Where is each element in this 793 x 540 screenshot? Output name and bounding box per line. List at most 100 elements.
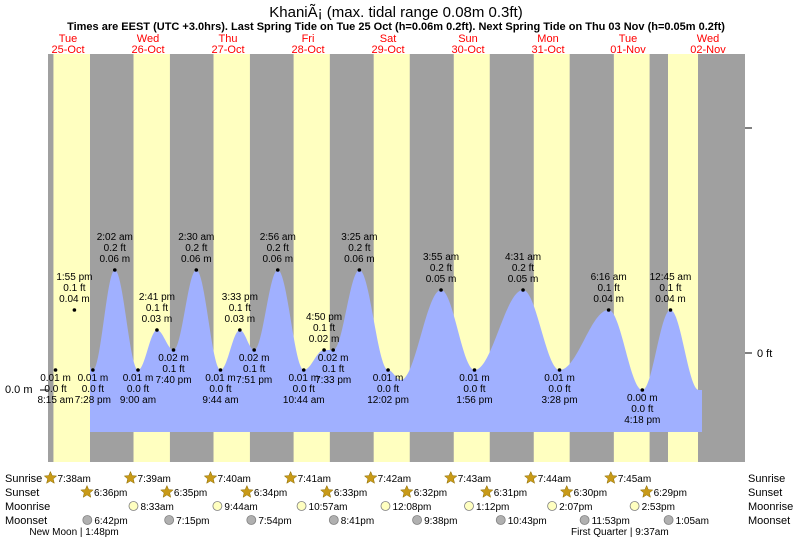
tide-label-0-2: 8:15 am (37, 395, 73, 406)
moonrise-row-label-left: Moonrise (5, 501, 50, 513)
moonrise-icon-2 (296, 501, 307, 511)
moonset-time-6: 11:53pm (592, 516, 630, 527)
moonset-row-label-left: Moonset (5, 515, 47, 527)
moonset-time-0: 6:42pm (94, 516, 127, 527)
moonset-icon-6 (579, 515, 590, 525)
moonrise-time-1: 9:44am (224, 502, 257, 513)
tide-label-7-2: 0.06 m (181, 254, 212, 265)
daylight-band-0 (53, 54, 90, 462)
sunset-time-4: 6:32pm (414, 488, 447, 499)
tide-label-23-2: 0.04 m (655, 294, 686, 305)
tide-label-20-2: 3:28 pm (541, 395, 577, 406)
tide-label-10-2: 7:51 pm (236, 375, 272, 386)
sunset-icon-0 (80, 484, 94, 498)
tide-point-21 (606, 308, 611, 312)
tide-point-5 (155, 328, 159, 332)
sunset-time-7: 6:29pm (654, 488, 687, 499)
tide-label-21-2: 0.04 m (593, 294, 624, 305)
moonrise-time-0: 8:33am (140, 502, 173, 513)
sunset-icon-7 (639, 484, 654, 498)
tide-point-12 (301, 368, 306, 372)
tide-label-9-2: 0.03 m (225, 314, 256, 325)
right-axis-label: 0 ft (757, 348, 772, 360)
tide-point-8 (218, 368, 223, 372)
tide-label-2-2: 7:28 pm (75, 395, 111, 406)
tide-label-19-0: 4:31 am (505, 252, 541, 263)
sunrise-time-0: 7:38am (57, 474, 90, 485)
tide-point-3 (113, 268, 117, 272)
tide-label-1-0: 1:55 pm (56, 272, 92, 283)
day-headers: Tue25-OctWed26-OctThu27-OctFri28-OctSat2… (51, 33, 726, 56)
tide-label-8-1: 0.0 ft (209, 384, 231, 395)
tide-point-19 (521, 288, 525, 292)
tide-label-12-1: 0.0 ft (293, 384, 315, 395)
tide-label-16-1: 0.0 ft (377, 384, 399, 395)
sun-moon-row-labels: Sunrise Sunset Moonrise Moonset Sunrise … (5, 473, 793, 527)
tide-label-4-2: 9:00 am (120, 395, 156, 406)
tide-label-11-0: 2:56 am (260, 232, 296, 243)
tide-label-8-0: 0.01 m (205, 373, 236, 384)
moonset-icon-4 (412, 515, 422, 525)
moonset-row-label-right: Moonset (748, 515, 790, 527)
sunrise-icon-0 (43, 470, 58, 484)
moonset-time-5: 10:43pm (508, 516, 547, 527)
tide-label-10-0: 0.02 m (239, 353, 270, 364)
tide-label-17-1: 0.2 ft (430, 263, 452, 274)
sunrise-time-7: 7:45am (618, 474, 651, 485)
sunrise-row-label-right: Sunrise (748, 473, 785, 485)
sunrise-icon-3 (283, 470, 298, 484)
tide-label-18-2: 1:56 pm (456, 395, 492, 406)
tide-label-9-1: 0.1 ft (229, 303, 251, 314)
tide-label-15-2: 0.06 m (344, 254, 375, 265)
tide-label-3-2: 0.06 m (100, 254, 131, 265)
tide-label-14-0: 0.02 m (318, 353, 349, 364)
tide-label-12-2: 10:44 am (283, 395, 325, 406)
tide-label-16-0: 0.01 m (373, 373, 404, 384)
moonrise-time-4: 1:12pm (476, 502, 509, 513)
tide-label-1-1: 0.1 ft (63, 283, 85, 294)
tide-label-3-1: 0.2 ft (104, 243, 126, 254)
sunset-icon-6 (559, 484, 574, 498)
tide-label-3-0: 2:02 am (97, 232, 133, 243)
moonset-icon-7 (663, 515, 674, 525)
tide-point-20 (557, 368, 562, 372)
day-date-5: 30-Oct (451, 44, 484, 56)
tide-point-4 (136, 368, 140, 372)
day-date-7: 01-Nov (610, 44, 646, 56)
moonset-time-2: 7:54pm (258, 516, 291, 527)
day-name-6: Mon (537, 33, 558, 45)
moonrise-row-label-right: Moonrise (748, 501, 793, 513)
left-axis-label: 0.0 m (5, 384, 33, 396)
day-date-8: 02-Nov (690, 44, 726, 56)
sunrise-icon-1 (123, 470, 138, 484)
tide-label-13-1: 0.1 ft (313, 323, 335, 334)
tide-label-11-1: 0.2 ft (267, 243, 289, 254)
moonset-time-7: 1:05am (676, 516, 709, 527)
tide-label-18-1: 0.0 ft (463, 384, 485, 395)
moonset-icon-1 (164, 515, 175, 525)
tide-point-11 (275, 268, 280, 272)
sunset-icon-3 (320, 484, 334, 498)
chart-title: KhaniÃ¡ (max. tidal range 0.08m 0.3ft) (269, 4, 522, 21)
moonrise-time-6: 2:53pm (642, 502, 675, 513)
moonrise-icon-0 (128, 501, 139, 511)
tide-point-10 (252, 348, 256, 352)
sunrise-time-5: 7:43am (458, 474, 491, 485)
sunrise-time-6: 7:44am (538, 474, 571, 485)
tide-point-22 (640, 388, 645, 392)
tide-label-5-1: 0.1 ft (146, 303, 168, 314)
day-name-3: Fri (302, 33, 315, 45)
tide-point-2 (91, 368, 95, 372)
moon-phase-label-0: New Moon | 1:48pm (29, 527, 118, 538)
tide-point-15 (357, 268, 362, 272)
sunrise-icon-2 (203, 470, 218, 484)
tide-label-19-1: 0.2 ft (512, 263, 534, 274)
tide-label-14-2: 7:33 pm (315, 375, 351, 386)
sunrise-time-4: 7:42am (378, 474, 411, 485)
tide-label-12-0: 0.01 m (288, 373, 319, 384)
sunset-time-1: 6:35pm (174, 488, 207, 499)
moonrise-icon-3 (380, 501, 391, 511)
axis-ticks (40, 127, 752, 391)
sunset-icon-2 (240, 484, 254, 498)
